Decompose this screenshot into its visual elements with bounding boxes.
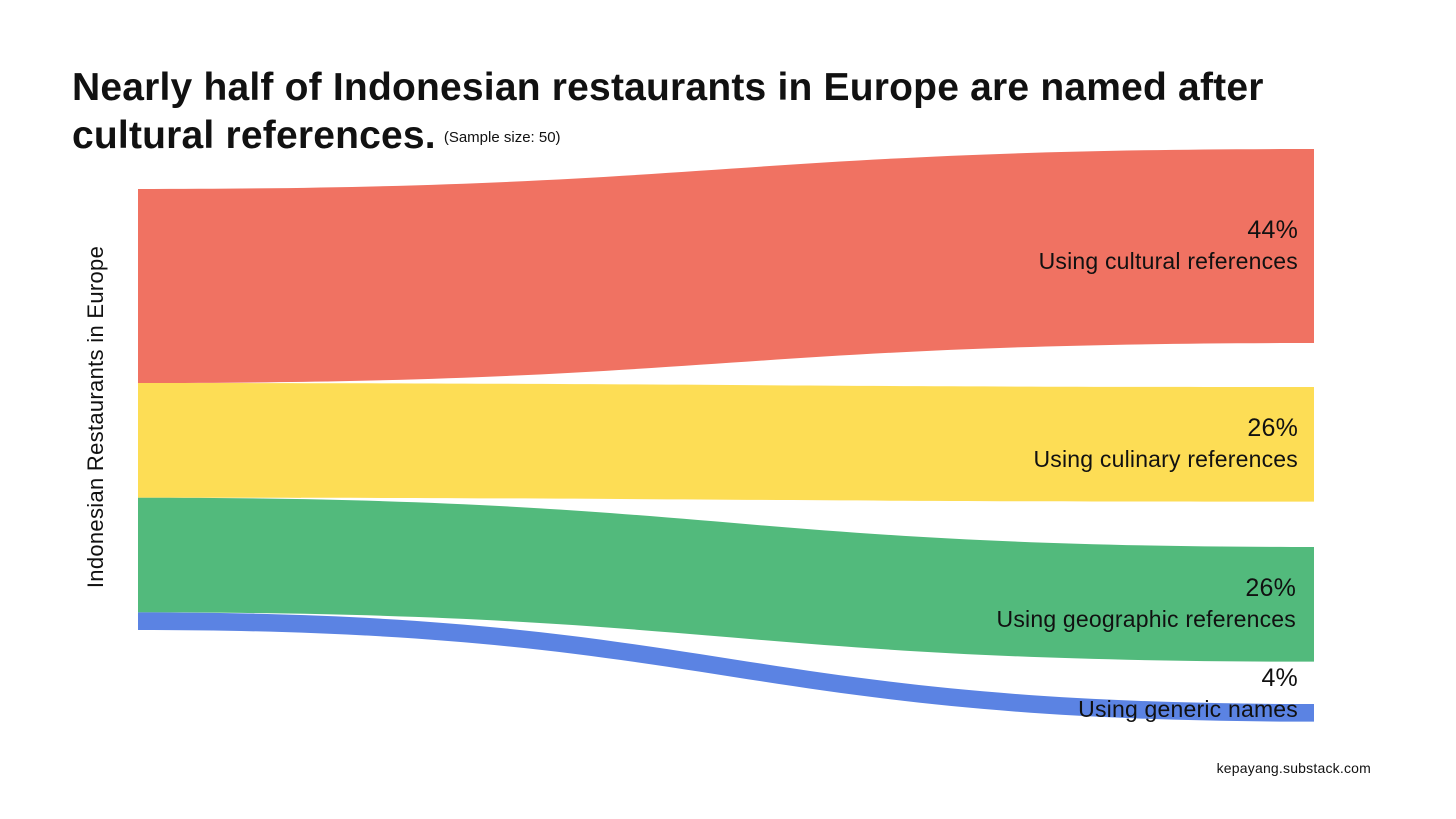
chart-title: Nearly half of Indonesian restaurants in… [72,64,1372,162]
flow-band-using-generic-names [138,612,1314,722]
flow-band-using-cultural-references [138,149,1314,384]
flow-label-using-geographic-references: 26% Using geographic references [997,573,1296,635]
flow-label-using-cultural-references: 44% Using cultural references [1039,215,1298,277]
flow-percent-label: 44% [1247,216,1298,245]
chart-title-text: Nearly half of Indonesian restaurants in… [72,66,1264,157]
flow-label-using-generic-names: 4% Using generic names [1078,663,1298,725]
flow-name-label: Using cultural references [1038,248,1298,275]
flow-percent-label: 26% [1245,574,1296,603]
source-credit: kepayang.substack.com [1216,760,1371,776]
chart-subtitle: (Sample size: 50) [443,129,561,146]
flow-percent-label: 4% [1261,664,1298,692]
flow-name-label: Using geographic references [996,606,1296,633]
flow-band-using-culinary-references [138,383,1314,502]
flow-name-label: Using culinary references [1033,446,1298,473]
flow-name-label: Using generic names [1078,696,1298,722]
flow-label-using-culinary-references: 26% Using culinary references [1033,413,1298,475]
flow-percent-label: 26% [1247,414,1298,443]
flow-band-using-geographic-references [138,497,1314,662]
